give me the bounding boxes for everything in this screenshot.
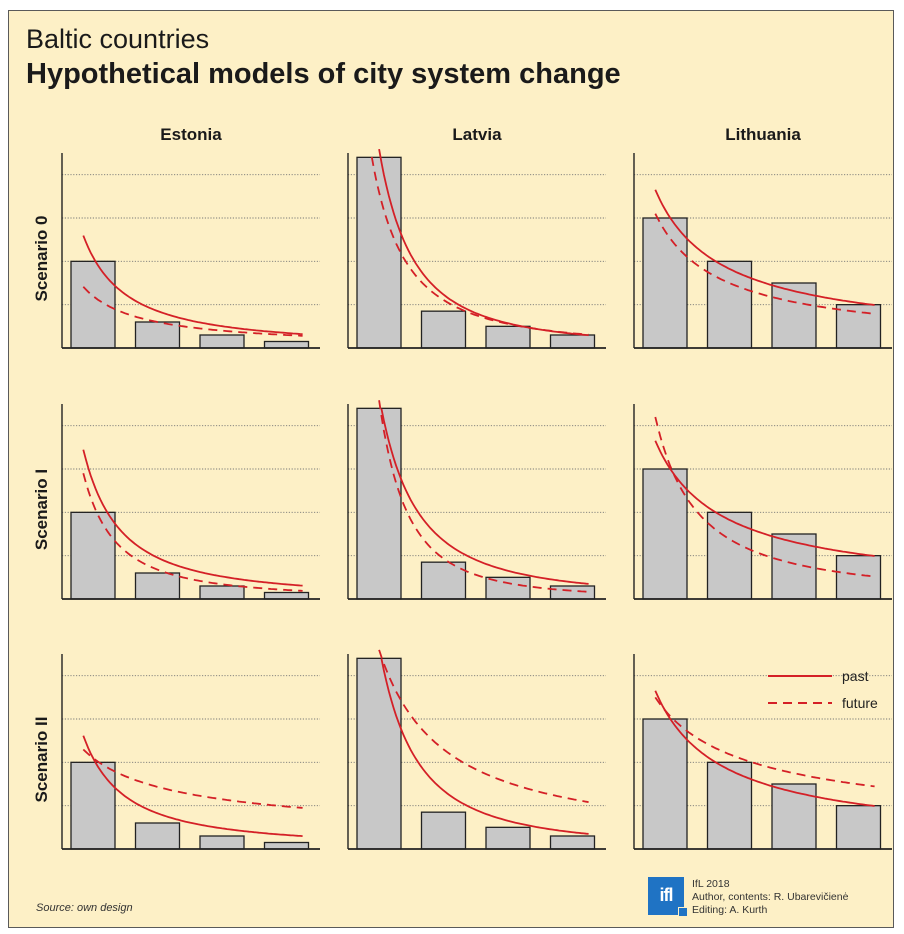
source-note: Source: own design [36, 902, 133, 914]
chart-subtitle: Baltic countries [26, 24, 210, 54]
bar [356, 156, 402, 349]
future-curve [378, 400, 589, 593]
past-curve [82, 235, 303, 335]
bar [549, 835, 596, 850]
past-curve [654, 440, 875, 557]
past-curve [654, 690, 875, 807]
legend-future-label: future [842, 695, 878, 711]
bar [356, 657, 402, 850]
column-header-latvia: Latvia [452, 125, 502, 144]
panel-scenario-ii-estonia [61, 654, 320, 850]
bar [134, 572, 181, 600]
panel-scenario-ii-lithuania [633, 654, 892, 850]
column-header-lithuania: Lithuania [725, 125, 801, 144]
bar [642, 217, 688, 349]
bar [420, 310, 467, 349]
past-curve [380, 658, 589, 835]
panel-scenario-i-estonia [61, 404, 320, 600]
bar [835, 304, 882, 349]
past-curve [82, 449, 303, 587]
future-curve [82, 286, 303, 337]
panel-scenario-ii-latvia [347, 649, 606, 850]
legend-past-label: past [842, 668, 869, 684]
column-header-estonia: Estonia [160, 125, 222, 144]
panel-scenario-0-latvia [347, 148, 606, 349]
bar [134, 822, 181, 850]
bar [420, 561, 467, 600]
ifl-logo: ifl [648, 877, 688, 917]
ifl-logo-text: ifl [659, 885, 674, 905]
bar [70, 761, 116, 850]
past-curve [380, 408, 589, 585]
bar [199, 334, 245, 349]
panel-scenario-0-estonia [61, 153, 320, 349]
panel-scenario-i-latvia [347, 400, 606, 600]
credit-line-author: Author, contents: R. Ubarevičienė [692, 891, 849, 903]
bar [835, 805, 882, 850]
past-curve [654, 189, 875, 306]
bar [134, 321, 181, 349]
future-curve [82, 748, 303, 809]
bar [420, 811, 467, 850]
bar [642, 718, 688, 850]
bar [199, 585, 245, 600]
row-header-scenario-0: Scenario 0 [32, 216, 51, 302]
chart-title: Hypothetical models of city system chang… [26, 58, 621, 90]
bar [771, 282, 817, 349]
bar [263, 841, 310, 850]
row-header-scenario-ii: Scenario II [32, 717, 51, 803]
bar [771, 783, 817, 850]
bar [263, 340, 310, 349]
bar [706, 761, 753, 850]
bar [642, 468, 688, 600]
future-curve [370, 156, 589, 336]
credit-line-year: IfL 2018 [692, 878, 730, 890]
row-header-scenario-i: Scenario I [32, 469, 51, 550]
panel-scenario-0-lithuania [633, 153, 892, 349]
bar [70, 260, 116, 349]
bar [706, 260, 753, 349]
credit-lines: IfL 2018 Author, contents: R. Ubarevičie… [692, 878, 904, 917]
bar [485, 826, 531, 850]
bar [835, 555, 882, 600]
past-curve [378, 148, 589, 337]
bar [706, 511, 753, 600]
future-curve [82, 473, 303, 592]
future-curve [654, 416, 875, 578]
panel-scenario-i-lithuania [633, 404, 892, 600]
bar [70, 511, 116, 600]
future-curve [654, 213, 875, 315]
bar [199, 835, 245, 850]
bar [263, 591, 310, 600]
credit-line-editing: Editing: A. Kurth [692, 904, 768, 916]
legend: past future [768, 668, 878, 711]
bar [549, 334, 596, 349]
bar [549, 585, 596, 600]
bar [356, 407, 402, 600]
bar [485, 325, 531, 349]
logo-square-icon [678, 907, 688, 917]
future-curve [378, 649, 589, 803]
past-curve [82, 735, 303, 837]
future-curve [654, 696, 875, 788]
